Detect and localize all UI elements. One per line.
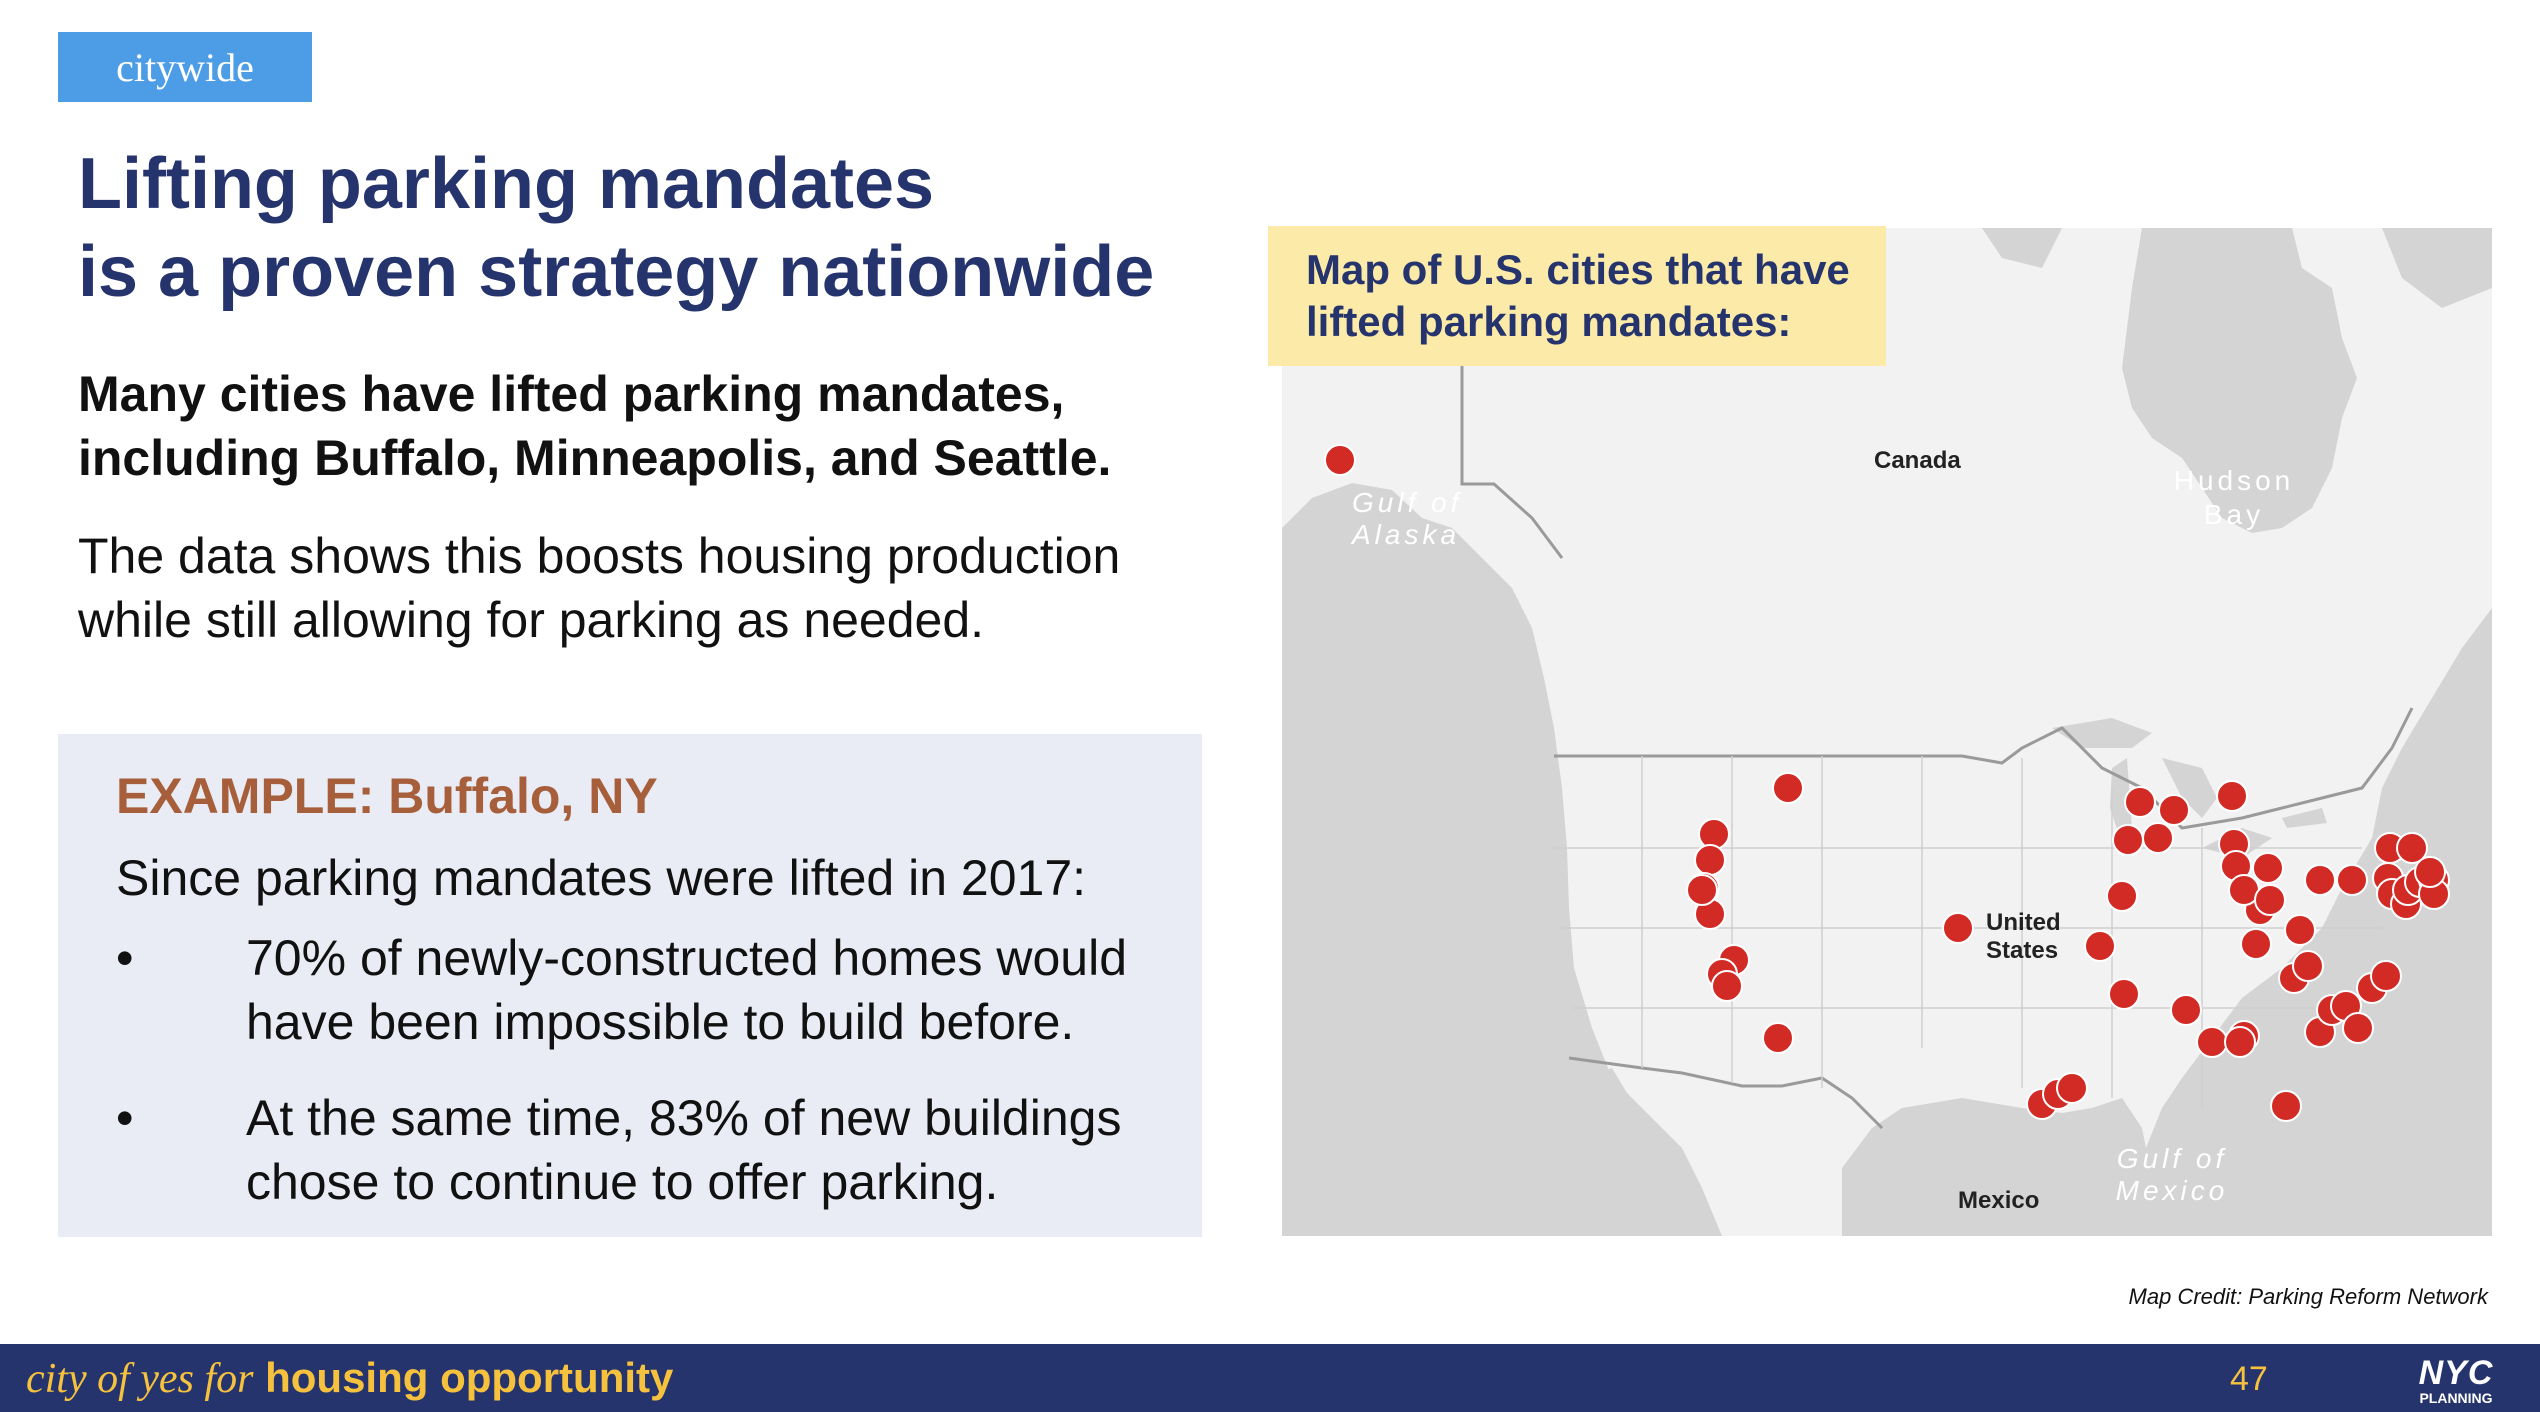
city-marker (2342, 1012, 2374, 1044)
city-marker (2112, 824, 2144, 856)
callout-line-1: Map of U.S. cities that have (1306, 246, 1850, 293)
example-box: EXAMPLE: Buffalo, NY Since parking manda… (58, 734, 1202, 1237)
city-marker (1698, 818, 1730, 850)
city-marker (1686, 874, 1718, 906)
label-hudson-bay-1: Hudson (2174, 465, 2295, 496)
city-marker (2240, 928, 2272, 960)
label-united-states-2: States (1986, 937, 2058, 964)
label-gulf-alaska-2: Alaska (1350, 519, 1460, 550)
city-marker (2170, 994, 2202, 1026)
city-marker (2336, 864, 2368, 896)
label-gulf-mexico-2: Mexico (2116, 1175, 2229, 1206)
logo-nyc: NYC (2418, 1354, 2494, 1392)
subtitle: Many cities have lifted parking mandates… (78, 362, 1208, 490)
city-marker (2270, 1090, 2302, 1122)
subtitle-line-2: including Buffalo, Minneapolis, and Seat… (78, 430, 1112, 486)
atlantic-ocean (2122, 608, 2492, 1236)
city-marker (2370, 960, 2402, 992)
city-marker (2284, 914, 2316, 946)
city-marker (1694, 844, 1726, 876)
hudson-bay (2122, 228, 2357, 533)
city-marker (2224, 1026, 2256, 1058)
great-lakes (2052, 718, 2327, 858)
title-line-2: is a proven strategy nationwide (78, 232, 1155, 312)
city-marker (2254, 884, 2286, 916)
bullet-text: 70% of newly-constructed homes would hav… (246, 926, 1206, 1054)
brand-bold: housing opportunity (265, 1354, 674, 1401)
city-marker (2108, 978, 2140, 1010)
city-marker (1772, 772, 1804, 804)
city-marker (1942, 912, 1974, 944)
body-line-1: The data shows this boosts housing produ… (78, 528, 1121, 584)
city-marker (2292, 950, 2324, 982)
map-credit: Map Credit: Parking Reform Network (2128, 1284, 2488, 1309)
body-line-2: while still allowing for parking as need… (78, 592, 985, 648)
label-gulf-mexico-1: Gulf of (2117, 1143, 2227, 1174)
callout-line-2: lifted parking mandates: (1306, 298, 1792, 345)
city-marker (1711, 970, 1743, 1002)
subtitle-line-1: Many cities have lifted parking mandates… (78, 366, 1065, 422)
brand-prefix: city of yes for (26, 1356, 254, 1402)
city-marker (1324, 444, 1356, 476)
city-marker (2414, 856, 2446, 888)
city-marker (2158, 794, 2190, 826)
page-title: Lifting parking mandates is a proven str… (78, 140, 1228, 316)
city-marker (2396, 832, 2428, 864)
city-marker (1762, 1022, 1794, 1054)
title-line-1: Lifting parking mandates (78, 144, 935, 224)
callout-text: Map of U.S. cities that have lifted park… (1306, 244, 1866, 348)
body-text: The data shows this boosts housing produ… (78, 524, 1228, 652)
example-intro: Since parking mandates were lifted in 20… (116, 850, 1087, 906)
bullet-text: At the same time, 83% of new buildings c… (246, 1086, 1206, 1214)
city-markers (1324, 444, 2450, 1122)
brand-title: city of yes for housing opportunity (26, 1350, 673, 1407)
page-number: 47 (2230, 1360, 2268, 1398)
us-mexico-border (1568, 1056, 1884, 1130)
label-united-states-1: United (1986, 909, 2061, 936)
bullet-line-1: At the same time, 83% of new buildings (246, 1090, 1122, 1146)
alaska-border (1460, 228, 1564, 559)
map-callout: Map of U.S. cities that have lifted park… (1268, 226, 1886, 366)
pacific-ocean (1282, 483, 1722, 1236)
bullet-line-2: chose to continue to offer parking. (246, 1154, 999, 1210)
gulf-of-mexico (1842, 1098, 2162, 1236)
logo-planning: PLANNING (2419, 1390, 2493, 1406)
city-marker (2124, 786, 2156, 818)
city-marker (2106, 880, 2138, 912)
label-canada: Canada (1874, 447, 1961, 474)
gulf-of-california (1582, 1068, 1702, 1236)
category-tag: citywide (58, 32, 312, 102)
map-svg: Canada Hudson Bay Gulf of Alaska United … (1282, 228, 2492, 1236)
canada-us-border (1554, 707, 2414, 830)
bullet-line-1: 70% of newly-constructed homes would (246, 930, 1128, 986)
city-marker (2056, 1072, 2088, 1104)
city-marker (2216, 780, 2248, 812)
city-marker (2196, 1026, 2228, 1058)
label-gulf-alaska-1: Gulf of (1352, 487, 1462, 518)
city-marker (2252, 852, 2284, 884)
label-mexico: Mexico (1958, 1187, 2039, 1214)
bullet-marker: • (116, 1090, 134, 1146)
label-hudson-bay-2: Bay (2204, 499, 2264, 530)
footer-bar: city of yes for housing opportunity 47 N… (0, 1344, 2540, 1412)
us-cities-map: Canada Hudson Bay Gulf of Alaska United … (1282, 228, 2492, 1236)
bullet-line-2: have been impossible to build before. (246, 994, 1075, 1050)
city-marker (2084, 930, 2116, 962)
city-marker (2142, 822, 2174, 854)
example-heading: EXAMPLE: Buffalo, NY (116, 768, 658, 824)
city-marker (2304, 864, 2336, 896)
nyc-planning-logo: NYC PLANNING (2400, 1356, 2512, 1406)
bullet-marker: • (116, 930, 134, 986)
